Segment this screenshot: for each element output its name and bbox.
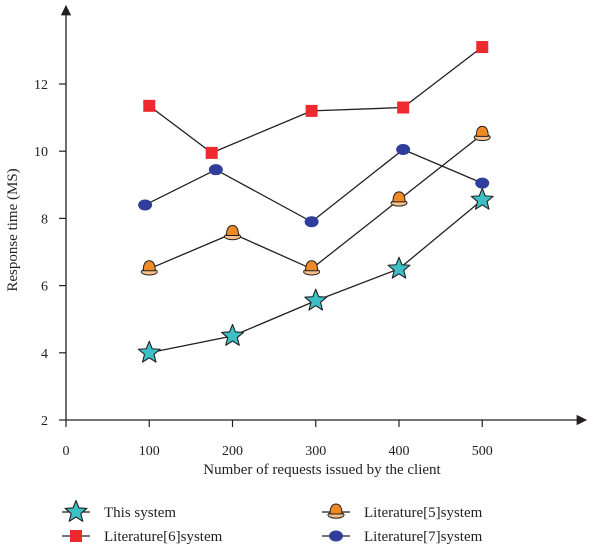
x-tick-label: 0 [63, 444, 70, 459]
series-3 [140, 125, 491, 276]
star-marker [64, 499, 88, 522]
y-tick-label: 8 [41, 212, 48, 227]
series-line [148, 133, 483, 270]
legend-item: Literature[5]system [322, 503, 483, 521]
series-4 [138, 144, 490, 228]
series-1 [137, 187, 494, 363]
data-point [221, 323, 244, 346]
legend-item: This system [62, 499, 176, 522]
data-point [304, 288, 328, 311]
series-group [137, 41, 494, 363]
legend-label: Literature[6]system [104, 529, 223, 545]
legend-item: Literature[7]system [322, 529, 483, 545]
data-point [396, 144, 411, 156]
y-tick-label: 2 [41, 414, 48, 429]
y-tick-label: 4 [41, 347, 48, 362]
data-point [224, 225, 241, 241]
bell-marker [327, 503, 345, 519]
circle-marker [329, 530, 343, 542]
square-marker [70, 530, 82, 542]
y-tick-label: 10 [34, 145, 48, 160]
legend-label: Literature[7]system [364, 529, 483, 545]
data-point [470, 187, 494, 210]
y-tick-label: 12 [34, 78, 48, 93]
series-line [144, 148, 483, 223]
x-tick-label: 500 [472, 444, 493, 459]
data-point [473, 125, 491, 142]
legend-label: This system [104, 505, 176, 521]
data-point [137, 340, 161, 363]
data-point [138, 199, 153, 211]
axes: 0 100 200 300 400 500 2 4 6 8 10 12 [34, 4, 588, 459]
x-axis-title: Number of requests issued by the client [203, 462, 441, 478]
data-point [143, 99, 156, 112]
x-tick-label: 200 [222, 444, 243, 459]
legend: This system Literature[5]system Literature… [62, 499, 483, 545]
data-point [304, 216, 319, 228]
legend-label: Literature[5]system [364, 505, 483, 521]
y-axis-title: Response time (MS) [5, 168, 21, 291]
data-point [140, 260, 158, 276]
data-point [205, 146, 218, 159]
data-point [208, 164, 223, 176]
series-line [148, 46, 483, 154]
data-point [476, 41, 489, 54]
data-point [390, 191, 408, 207]
legend-item: Literature[6]system [62, 529, 223, 545]
data-point [305, 104, 318, 117]
y-tick-label: 6 [41, 280, 48, 295]
data-point [397, 101, 410, 114]
x-tick-label: 100 [139, 444, 160, 459]
data-point [387, 256, 411, 279]
data-point [475, 177, 490, 189]
series-2 [143, 41, 489, 159]
x-tick-label: 300 [305, 444, 326, 459]
x-tick-label: 400 [389, 444, 410, 459]
data-point [303, 260, 321, 276]
